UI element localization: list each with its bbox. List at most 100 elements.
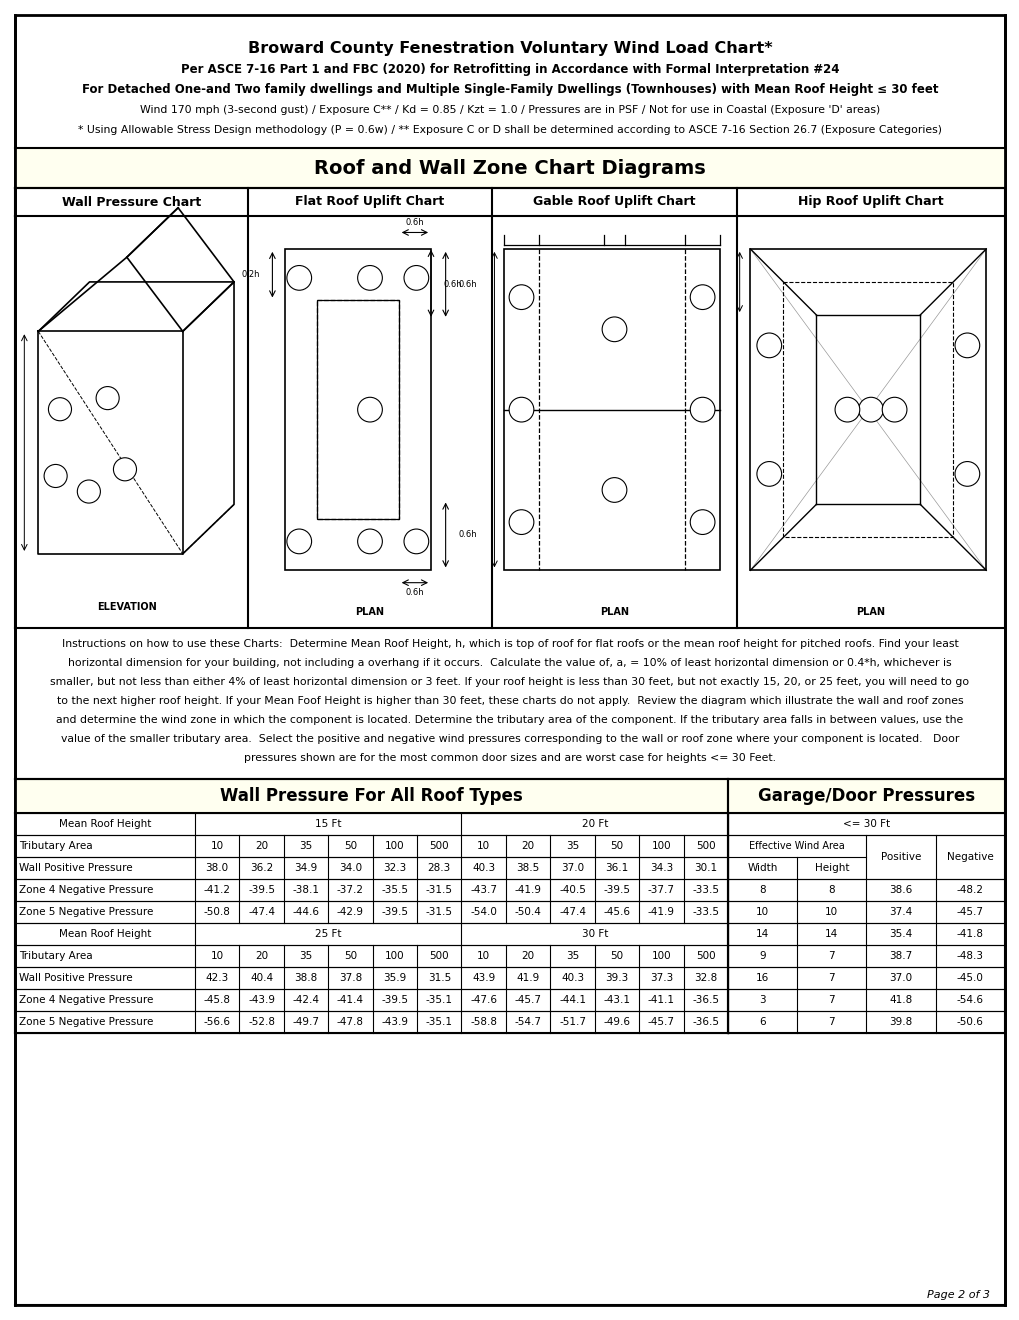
Text: 20 Ft: 20 Ft	[581, 818, 607, 829]
Text: 500: 500	[429, 841, 448, 851]
Text: 10: 10	[824, 907, 838, 917]
Text: Mean Roof Height: Mean Roof Height	[59, 818, 151, 829]
Text: PLAN: PLAN	[356, 606, 384, 616]
Text: ①: ①	[366, 537, 374, 546]
Circle shape	[286, 265, 311, 290]
Circle shape	[358, 397, 382, 422]
Text: ③: ③	[890, 405, 898, 414]
Text: 6: 6	[758, 1016, 765, 1027]
Text: -50.8: -50.8	[204, 907, 230, 917]
Text: value of the smaller tributary area.  Select the positive and negative wind pres: value of the smaller tributary area. Sel…	[61, 734, 958, 744]
Text: 6: 6	[53, 471, 58, 480]
Text: ②: ②	[294, 537, 303, 546]
Text: Effective Wind Area: Effective Wind Area	[749, 841, 845, 851]
Text: 37.0: 37.0	[889, 973, 912, 983]
Text: -43.1: -43.1	[603, 995, 630, 1005]
Text: -31.5: -31.5	[425, 884, 452, 895]
Text: Page 2 of 3: Page 2 of 3	[926, 1290, 989, 1300]
Text: 41.8: 41.8	[889, 995, 912, 1005]
Text: 39.8: 39.8	[889, 1016, 912, 1027]
Text: 35.4: 35.4	[889, 929, 912, 939]
Text: 7: 7	[827, 995, 835, 1005]
Text: 34.3: 34.3	[649, 863, 673, 873]
Text: 40.3: 40.3	[472, 863, 495, 873]
Text: Instructions on how to use these Charts:  Determine Mean Roof Height, h, which i: Instructions on how to use these Charts:…	[61, 639, 958, 649]
Text: 35: 35	[566, 950, 579, 961]
Text: 100: 100	[385, 950, 405, 961]
Text: smaller, but not less than either 4% of least horizontal dimension or 3 feet. If: smaller, but not less than either 4% of …	[50, 677, 969, 686]
Text: 42.3: 42.3	[206, 973, 228, 983]
Circle shape	[358, 529, 382, 554]
Text: 0.6h: 0.6h	[406, 589, 424, 598]
Text: ②: ②	[294, 273, 303, 282]
Circle shape	[508, 285, 533, 309]
Text: 32.8: 32.8	[694, 973, 716, 983]
Text: Zone 5 Negative Pressure: Zone 5 Negative Pressure	[19, 1016, 153, 1027]
Text: -39.5: -39.5	[248, 884, 275, 895]
Text: ②: ②	[517, 405, 525, 414]
Text: 16: 16	[755, 973, 768, 983]
Text: 20: 20	[521, 841, 534, 851]
Text: 9: 9	[758, 950, 765, 961]
Text: 37.4: 37.4	[889, 907, 912, 917]
Text: -38.1: -38.1	[292, 884, 319, 895]
Text: -49.7: -49.7	[292, 1016, 319, 1027]
Circle shape	[954, 462, 979, 486]
Text: -41.9: -41.9	[515, 884, 541, 895]
Text: ①: ①	[866, 405, 874, 414]
Text: 34.9: 34.9	[294, 863, 317, 873]
Text: -45.6: -45.6	[603, 907, 630, 917]
Text: 7: 7	[827, 1016, 835, 1027]
Text: 3: 3	[758, 995, 765, 1005]
Text: -54.6: -54.6	[956, 995, 983, 1005]
Text: Tributary Area: Tributary Area	[19, 841, 93, 851]
Text: -43.9: -43.9	[248, 995, 275, 1005]
Text: 35: 35	[300, 950, 313, 961]
Text: 0.2h: 0.2h	[240, 271, 260, 279]
Text: -47.6: -47.6	[470, 995, 496, 1005]
Text: ③: ③	[517, 293, 525, 302]
Text: Gable Roof Uplift Chart: Gable Roof Uplift Chart	[533, 195, 695, 209]
Text: 32.3: 32.3	[383, 863, 407, 873]
Circle shape	[756, 333, 781, 358]
Text: 7: 7	[827, 950, 835, 961]
Text: -50.6: -50.6	[956, 1016, 983, 1027]
Text: ②: ②	[412, 537, 420, 546]
Text: ②: ②	[962, 470, 970, 478]
Circle shape	[954, 333, 979, 358]
Text: 10: 10	[477, 841, 490, 851]
Text: -43.7: -43.7	[470, 884, 496, 895]
Text: 8: 8	[827, 884, 835, 895]
Text: 50: 50	[609, 841, 623, 851]
Text: -44.6: -44.6	[292, 907, 319, 917]
Text: ②: ②	[698, 405, 706, 414]
Text: 31.5: 31.5	[427, 973, 450, 983]
Text: -48.3: -48.3	[956, 950, 983, 961]
Text: Height: Height	[814, 863, 848, 873]
Circle shape	[690, 285, 714, 309]
Circle shape	[508, 397, 533, 422]
Text: -45.7: -45.7	[956, 907, 983, 917]
Text: 37.0: 37.0	[560, 863, 584, 873]
Text: -56.6: -56.6	[204, 1016, 230, 1027]
Text: -40.5: -40.5	[558, 884, 585, 895]
Text: pressures shown are for the most common door sizes and are worst case for height: pressures shown are for the most common …	[244, 752, 775, 763]
Text: ①: ①	[609, 325, 619, 334]
Bar	[750, 249, 985, 570]
Text: ①: ①	[365, 405, 374, 414]
Text: 5: 5	[57, 405, 62, 413]
Text: 0.6h: 0.6h	[443, 280, 462, 289]
Text: -36.5: -36.5	[692, 995, 718, 1005]
Text: Per ASCE 7-16 Part 1 and FBC (2020) for Retrofitting in Accordance with Formal I: Per ASCE 7-16 Part 1 and FBC (2020) for …	[180, 63, 839, 77]
Text: -42.4: -42.4	[292, 995, 319, 1005]
Text: -47.4: -47.4	[248, 907, 275, 917]
Text: -33.5: -33.5	[692, 907, 718, 917]
Bar	[15, 779, 728, 813]
Text: Hip Roof Uplift Chart: Hip Roof Uplift Chart	[798, 195, 943, 209]
Text: 20: 20	[521, 950, 534, 961]
Text: -35.1: -35.1	[425, 1016, 452, 1027]
Text: PLAN: PLAN	[599, 606, 629, 616]
Circle shape	[690, 510, 714, 535]
Text: -45.7: -45.7	[515, 995, 541, 1005]
Text: -39.5: -39.5	[381, 907, 408, 917]
